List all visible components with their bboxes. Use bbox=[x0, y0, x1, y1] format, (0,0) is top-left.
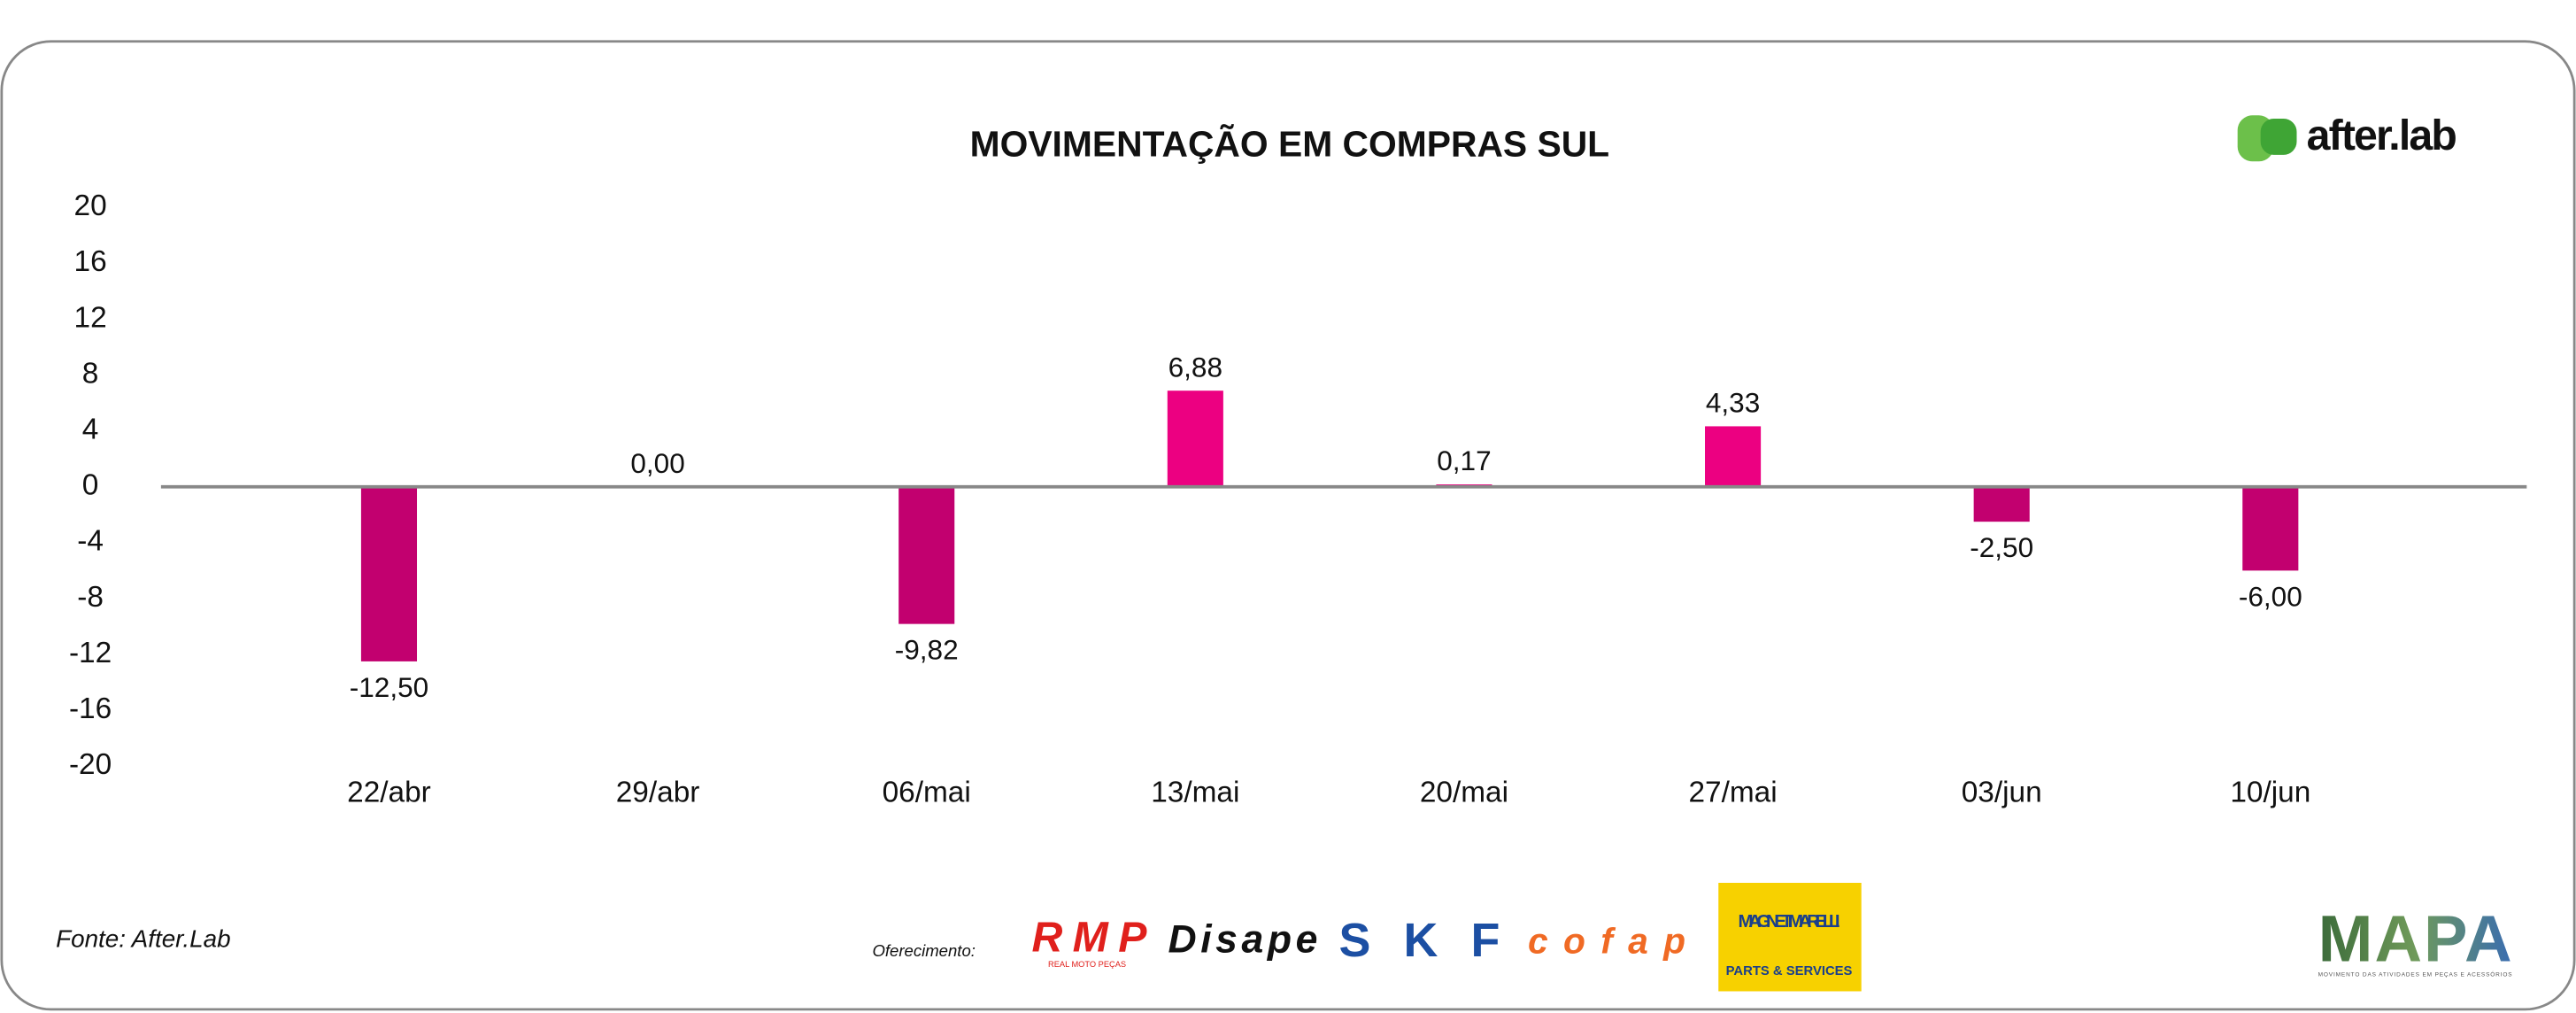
y-tick-label: 20 bbox=[74, 189, 107, 222]
chart-title: MOVIMENTAÇÃO EM COMPRAS SUL bbox=[970, 123, 1610, 164]
logo-text: after.lab bbox=[2307, 112, 2456, 159]
sponsor-logo: Disape bbox=[1168, 918, 1318, 962]
bar bbox=[899, 486, 955, 624]
bar bbox=[1167, 391, 1223, 487]
value-label: 6,88 bbox=[1168, 351, 1222, 383]
x-tick-label: 13/mai bbox=[1151, 777, 1239, 809]
value-label: -12,50 bbox=[350, 671, 428, 703]
source: Fonte: After.Lab bbox=[56, 924, 231, 952]
after-lab-logo: after.lab bbox=[2237, 112, 2457, 162]
y-tick-label: 8 bbox=[82, 357, 99, 390]
x-tick-label: 10/jun bbox=[2230, 777, 2310, 809]
logo-shape bbox=[2260, 119, 2297, 155]
value-label: 0,17 bbox=[1437, 445, 1491, 476]
value-label: -2,50 bbox=[1970, 531, 2033, 563]
x-tick-label: 03/jun bbox=[1962, 777, 2042, 809]
sponsor-label: Oferecimento: bbox=[872, 941, 975, 960]
bar bbox=[360, 486, 418, 661]
footer-tagline: MOVIMENTO DAS ATIVIDADES EM PEÇAS E ACES… bbox=[2318, 970, 2513, 978]
y-tick-label: -8 bbox=[77, 581, 104, 614]
x-tick-label: 20/mai bbox=[1420, 777, 1508, 809]
y-tick-label: 16 bbox=[74, 245, 107, 278]
y-tick-label: 4 bbox=[82, 413, 99, 445]
y-tick-label: -16 bbox=[69, 692, 112, 725]
value-label: -9,82 bbox=[895, 634, 959, 666]
bar bbox=[2242, 486, 2299, 571]
footer-logo: MAPA bbox=[2318, 901, 2512, 975]
x-tick-label: 29/abr bbox=[616, 777, 700, 809]
x-tick-label: 06/mai bbox=[883, 777, 971, 809]
sponsor-logo: RMP bbox=[1031, 914, 1147, 962]
x-tick-label: 27/mai bbox=[1688, 777, 1777, 809]
x-tick-label: 22/abr bbox=[347, 777, 431, 809]
y-tick-label: -4 bbox=[77, 525, 104, 558]
sponsor-logo: MAGNETI MARELLI bbox=[1739, 912, 1840, 932]
sponsor-logo-sub: REAL MOTO PEÇAS bbox=[1048, 960, 1126, 969]
sponsor-logo: SKF bbox=[1339, 914, 1500, 967]
value-label: -6,00 bbox=[2239, 580, 2302, 612]
sponsor-box bbox=[1718, 882, 1862, 992]
bar bbox=[1973, 486, 2030, 522]
value-label: 4,33 bbox=[1706, 387, 1760, 419]
sponsor-logo-sub: PARTS & SERVICES bbox=[1726, 964, 1853, 978]
y-tick-label: -12 bbox=[69, 637, 112, 669]
y-tick-label: -20 bbox=[69, 748, 112, 781]
y-tick-label: 0 bbox=[82, 469, 99, 502]
frame bbox=[0, 40, 2576, 1011]
value-label: 0,00 bbox=[630, 447, 684, 479]
bar bbox=[1705, 426, 1762, 487]
y-tick-label: 12 bbox=[74, 301, 107, 334]
